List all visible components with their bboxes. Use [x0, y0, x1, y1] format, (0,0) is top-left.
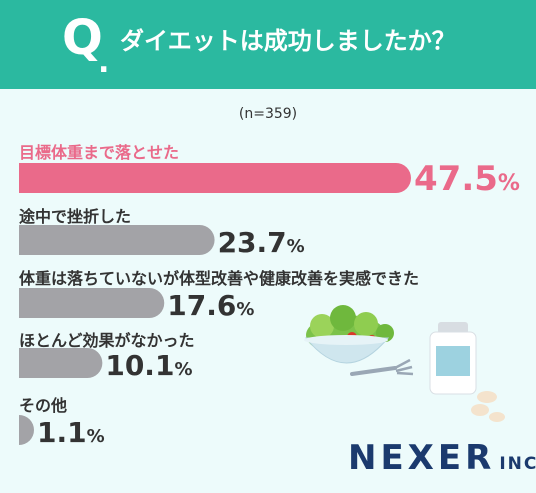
sample-size: (n=359) [238, 106, 298, 122]
bar [19, 415, 34, 445]
value-label: 17.6% [167, 289, 254, 322]
value-label: 47.5% [414, 159, 520, 199]
supplement-bottle-icon [429, 322, 477, 395]
bar [19, 288, 165, 318]
question-title: ダイエットは成功しましたか？ [120, 27, 456, 55]
category-label: 途中で挫折した [19, 207, 132, 226]
category-label: 目標体重まで落とせた [19, 143, 180, 162]
salad-bowl-icon [304, 305, 394, 364]
value-label: 10.1% [105, 349, 192, 382]
category-label: その他 [19, 396, 68, 415]
value-label: 23.7% [218, 226, 305, 259]
bar [19, 225, 215, 255]
header-banner: Q . ダイエットは成功しましたか？ [0, 0, 536, 89]
fork-icon [350, 358, 414, 376]
category-label: 体重は落ちていないが体型改善や健康改善を実感できた [19, 269, 420, 288]
q-dot: . [98, 45, 110, 80]
q-mark: Q [62, 10, 103, 66]
bar [19, 348, 103, 378]
value-label: 1.1% [37, 416, 105, 449]
category-label: ほとんど効果がなかった [19, 331, 195, 350]
pills-icon [471, 391, 505, 422]
brand-name: NEXER [348, 438, 496, 478]
brand-suffix: INC. [499, 454, 536, 474]
bar [19, 163, 411, 193]
